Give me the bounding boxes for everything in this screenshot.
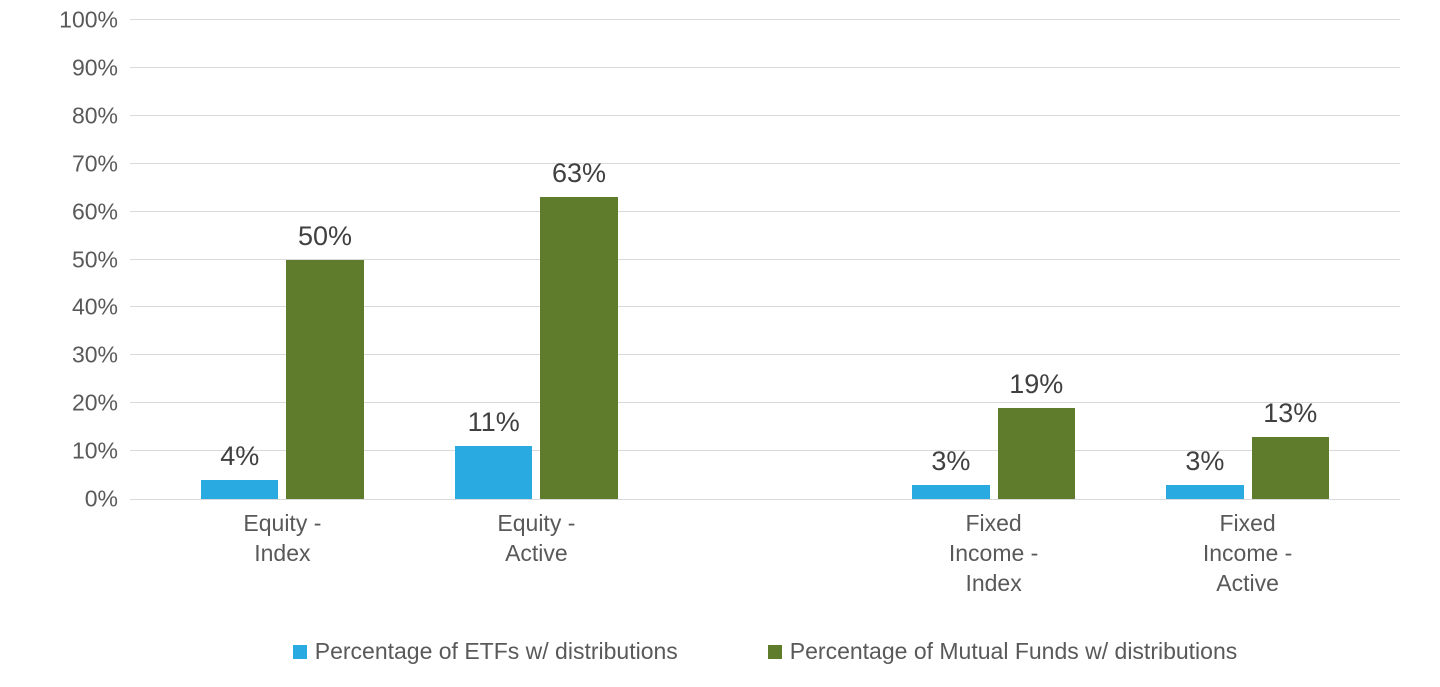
bar: 4% <box>201 480 278 499</box>
legend-label: Percentage of Mutual Funds w/ distributi… <box>790 638 1237 665</box>
bar-group: 3%13%Fixed Income - Active <box>1146 20 1349 499</box>
bar-value-label: 13% <box>1263 398 1317 437</box>
bar-value-label: 11% <box>468 407 520 446</box>
y-tick-label: 10% <box>72 438 130 465</box>
legend-item: Percentage of Mutual Funds w/ distributi… <box>768 638 1237 665</box>
bar-value-label: 19% <box>1009 369 1063 408</box>
category-label: Equity - Index <box>232 499 334 569</box>
y-tick-label: 50% <box>72 246 130 273</box>
bar-value-label: 3% <box>931 446 970 485</box>
bar-value-label: 4% <box>220 441 259 480</box>
y-tick-label: 80% <box>72 102 130 129</box>
bar-value-label: 3% <box>1185 446 1224 485</box>
bar: 3% <box>1166 485 1243 499</box>
category-label: Fixed Income - Active <box>1197 499 1299 599</box>
bar: 11% <box>455 446 532 499</box>
legend-swatch-icon <box>768 645 782 659</box>
bar: 50% <box>286 260 363 500</box>
y-tick-label: 30% <box>72 342 130 369</box>
bar-value-label: 50% <box>298 221 352 260</box>
bar-group: 4%50%Equity - Index <box>181 20 384 499</box>
bar-value-label: 63% <box>552 158 606 197</box>
bar-chart: 0%10%20%30%40%50%60%70%80%90%100%4%50%Eq… <box>0 0 1440 687</box>
bar: 13% <box>1252 437 1329 499</box>
y-tick-label: 0% <box>85 486 130 513</box>
y-tick-label: 20% <box>72 390 130 417</box>
category-label: Equity - Active <box>486 499 588 569</box>
bar: 19% <box>998 408 1075 499</box>
y-tick-label: 70% <box>72 150 130 177</box>
y-tick-label: 60% <box>72 198 130 225</box>
legend-swatch-icon <box>293 645 307 659</box>
y-tick-label: 40% <box>72 294 130 321</box>
bar-group: 3%19%Fixed Income - Index <box>892 20 1095 499</box>
bar-group: 11%63%Equity - Active <box>435 20 638 499</box>
legend-label: Percentage of ETFs w/ distributions <box>315 638 678 665</box>
y-tick-label: 100% <box>59 7 130 34</box>
legend-item: Percentage of ETFs w/ distributions <box>293 638 678 665</box>
y-tick-label: 90% <box>72 54 130 81</box>
plot-area: 0%10%20%30%40%50%60%70%80%90%100%4%50%Eq… <box>130 20 1400 500</box>
bar: 3% <box>912 485 989 499</box>
legend: Percentage of ETFs w/ distributions Perce… <box>130 638 1400 665</box>
category-label: Fixed Income - Index <box>943 499 1045 599</box>
bar: 63% <box>540 197 617 499</box>
